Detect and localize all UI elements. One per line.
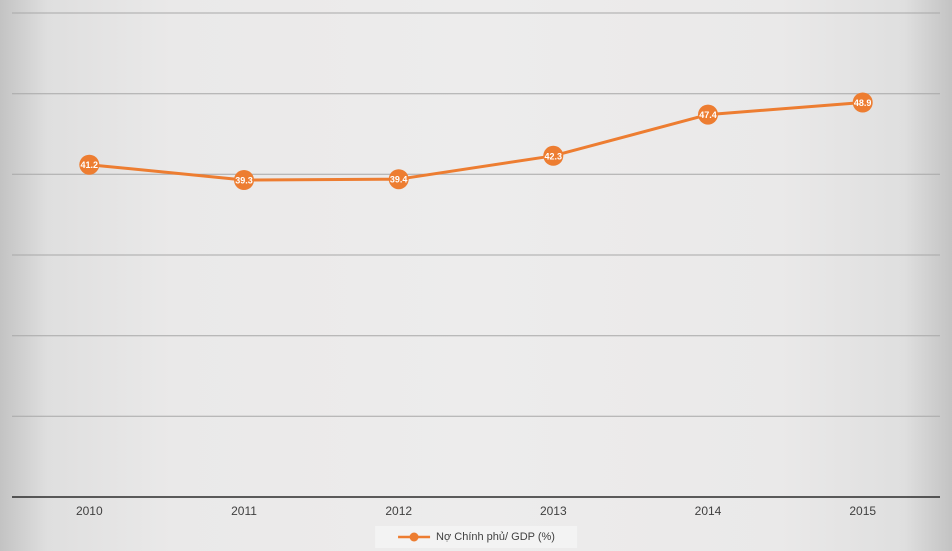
data-label-2014: 47.4	[699, 110, 717, 120]
data-label-2015: 48.9	[854, 98, 872, 108]
data-label-2010: 41.2	[81, 160, 99, 170]
series-line[interactable]	[87, 101, 865, 182]
data-point-marker-2014[interactable]	[698, 104, 718, 125]
data-point-marker-2015[interactable]	[852, 92, 873, 113]
x-axis-tick-label-2010: 2010	[76, 504, 103, 518]
legend-series-marker-icon	[397, 531, 431, 543]
x-axis-tick-label-2012: 2012	[385, 504, 412, 518]
chart-legend[interactable]: Nợ Chính phủ/ GDP (%)	[375, 526, 577, 548]
data-label-2011: 39.3	[235, 176, 253, 186]
x-axis-tick-label-2011: 2011	[231, 504, 257, 518]
x-axis-tick-label-2015: 2015	[849, 504, 876, 518]
data-point-marker-2013[interactable]	[543, 145, 564, 166]
data-label-2012: 39.4	[390, 175, 408, 185]
data-point-marker-2012[interactable]	[388, 169, 409, 190]
data-point-marker-2011[interactable]	[234, 170, 254, 190]
x-axis-tick-label-2013: 2013	[540, 504, 567, 518]
x-axis-tick-label-2014: 2014	[695, 504, 722, 518]
data-point-marker-2010[interactable]	[79, 154, 100, 175]
legend-series-label: Nợ Chính phủ/ GDP (%)	[436, 531, 555, 543]
data-label-2013: 42.3	[545, 151, 563, 161]
